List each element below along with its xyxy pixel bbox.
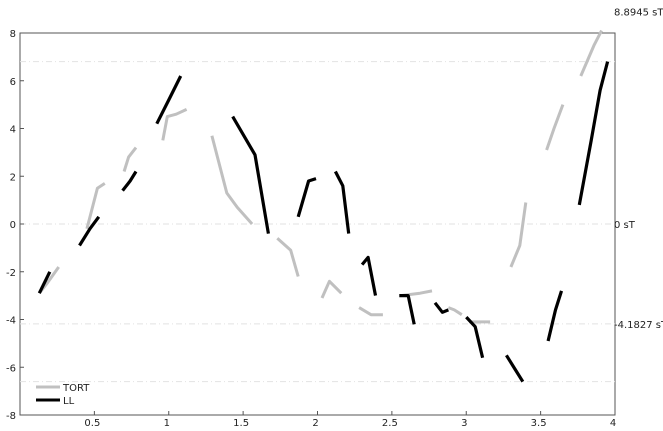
legend-label: TORT — [62, 383, 90, 394]
series-line-ll — [465, 316, 485, 359]
series-line-ll — [433, 301, 449, 314]
series-line-tort — [210, 135, 254, 225]
x-tick-label: 2 — [312, 418, 318, 427]
series-line-ll — [360, 255, 378, 296]
y-tick-label: -2 — [6, 268, 16, 279]
series-line-tort — [161, 108, 188, 141]
series-line-tort — [447, 306, 463, 316]
series-line-tort — [276, 237, 300, 277]
series-line-ll — [546, 290, 564, 342]
y-tick-label: 0 — [10, 220, 16, 231]
series-line-ll — [37, 271, 52, 294]
reference-line-label: 8.8945 sT — [614, 8, 663, 19]
y-tick-label: -6 — [6, 363, 16, 374]
series-line-ll — [78, 215, 101, 247]
series-line-ll — [577, 61, 610, 206]
legend-label: LL — [63, 396, 75, 407]
legend: TORT LL — [36, 383, 90, 407]
y-tick-label: -8 — [6, 411, 16, 422]
axes: 8.8945 sT 0 sT -4.1827 sT 8 6 4 2 0 -2 -4 -6 -8 0.5 1… — [6, 8, 663, 429]
series-line-tort — [358, 306, 383, 317]
series-line-ll — [399, 294, 416, 325]
series-line-tort — [122, 146, 138, 172]
x-tick-label: 0.5 — [84, 418, 100, 427]
series-line-ll — [505, 354, 525, 383]
series-line-tort — [545, 104, 565, 151]
plot-frame — [19, 32, 616, 416]
reference-line-label: -4.1827 sT — [614, 320, 663, 331]
y-tick-label: 6 — [10, 77, 16, 88]
x-tick-label: 3 — [461, 418, 467, 427]
series-line-ll — [155, 75, 183, 125]
y-tick-label: -4 — [6, 316, 16, 327]
x-tick-label: 1 — [164, 418, 170, 427]
y-tick-label: 2 — [10, 172, 16, 183]
series-line-ll — [121, 170, 138, 192]
x-tick-label: 2.5 — [382, 418, 398, 427]
x-tick-label: 3.5 — [531, 418, 547, 427]
series-line-tort — [509, 202, 528, 268]
series-line-tort — [85, 182, 106, 230]
series-line-tort — [320, 279, 343, 299]
series-line-ll — [296, 177, 317, 218]
series-line-ll — [231, 115, 270, 234]
y-tick-label: 4 — [10, 125, 16, 136]
series-line-tort — [579, 29, 603, 77]
reference-line-label: 0 sT — [614, 220, 636, 231]
y-tick-label: 8 — [10, 29, 16, 40]
x-tick-label: 4 — [610, 418, 616, 427]
series-lines — [37, 29, 610, 383]
x-tick-label: 1.5 — [233, 418, 249, 427]
series-line-ll — [333, 170, 351, 234]
